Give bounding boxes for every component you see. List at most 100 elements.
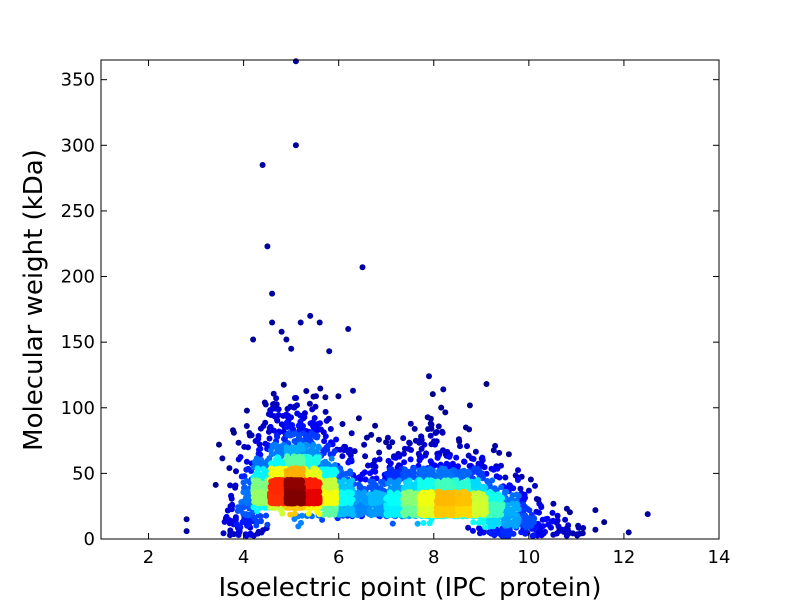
data-point — [306, 400, 313, 407]
data-point — [540, 523, 547, 530]
data-point — [470, 527, 476, 534]
data-point — [338, 490, 345, 497]
data-point — [344, 482, 351, 488]
data-point — [565, 522, 572, 529]
data-point — [486, 518, 493, 525]
data-point — [258, 482, 265, 489]
data-point — [305, 510, 312, 517]
data-point — [322, 458, 329, 465]
data-point — [271, 413, 278, 420]
data-point — [280, 381, 287, 388]
data-point — [332, 482, 339, 489]
data-point — [372, 507, 379, 514]
data-point — [295, 422, 302, 429]
data-point — [544, 515, 551, 522]
data-point — [295, 477, 302, 484]
data-point — [267, 425, 274, 432]
data-point — [462, 424, 469, 431]
data-point — [309, 470, 316, 477]
data-point — [296, 432, 303, 439]
data-point — [464, 443, 470, 450]
data-point — [250, 514, 257, 521]
data-point — [549, 518, 555, 525]
data-point — [234, 508, 241, 514]
data-point — [507, 482, 513, 489]
data-point — [277, 495, 284, 502]
data-point — [435, 423, 442, 430]
data-point — [428, 425, 435, 432]
data-point — [502, 474, 509, 481]
data-point — [472, 483, 479, 490]
data-point — [436, 494, 443, 501]
data-point — [392, 507, 399, 514]
data-point — [515, 492, 522, 499]
data-point — [296, 443, 303, 450]
data-point — [324, 466, 330, 473]
data-point — [320, 447, 327, 454]
data-point — [496, 474, 503, 481]
data-point — [376, 449, 383, 456]
data-point — [542, 528, 548, 535]
data-point — [401, 459, 408, 466]
data-point — [490, 447, 497, 454]
data-point — [340, 477, 347, 484]
data-point — [418, 454, 425, 461]
data-point — [313, 393, 319, 400]
data-point — [479, 475, 486, 482]
data-point — [357, 483, 364, 490]
data-point — [505, 507, 511, 513]
data-point — [311, 431, 318, 438]
data-point — [505, 451, 512, 458]
data-point — [358, 510, 365, 517]
data-point — [414, 520, 421, 527]
data-point — [574, 532, 581, 539]
data-point — [465, 510, 472, 517]
data-point — [400, 470, 407, 477]
data-point — [479, 457, 486, 464]
data-point — [427, 432, 434, 439]
data-point — [311, 497, 318, 504]
data-point — [487, 483, 494, 490]
data-point — [407, 508, 414, 515]
data-point — [410, 469, 417, 476]
data-point — [337, 468, 344, 475]
data-point — [290, 453, 297, 460]
data-point — [328, 509, 335, 516]
data-point — [525, 487, 532, 494]
data-point — [367, 478, 374, 485]
data-point — [470, 519, 477, 526]
data-point — [383, 470, 390, 477]
data-point — [391, 512, 398, 519]
data-point — [346, 457, 353, 464]
data-point — [303, 442, 310, 449]
data-point — [458, 496, 465, 503]
data-point — [240, 479, 247, 486]
data-point — [443, 460, 450, 467]
data-point — [442, 409, 449, 416]
data-point — [482, 503, 489, 510]
data-point — [240, 504, 247, 511]
data-point — [418, 433, 425, 440]
data-point — [267, 409, 274, 416]
data-point — [238, 473, 245, 480]
data-point — [254, 477, 260, 484]
data-point — [482, 524, 488, 530]
data-point — [307, 457, 314, 464]
data-point — [510, 530, 517, 537]
data-point — [391, 454, 397, 461]
data-point — [434, 454, 441, 461]
data-point — [400, 435, 407, 442]
data-point — [464, 469, 471, 476]
data-point — [254, 508, 261, 515]
data-point — [321, 438, 328, 445]
data-point — [522, 513, 529, 520]
data-point — [275, 488, 282, 495]
data-point — [261, 399, 268, 406]
data-point — [470, 490, 477, 497]
data-point — [426, 520, 433, 527]
data-point — [242, 531, 249, 538]
data-point — [465, 524, 472, 531]
data-point — [362, 476, 369, 483]
data-point — [335, 393, 342, 400]
data-point — [376, 456, 383, 463]
